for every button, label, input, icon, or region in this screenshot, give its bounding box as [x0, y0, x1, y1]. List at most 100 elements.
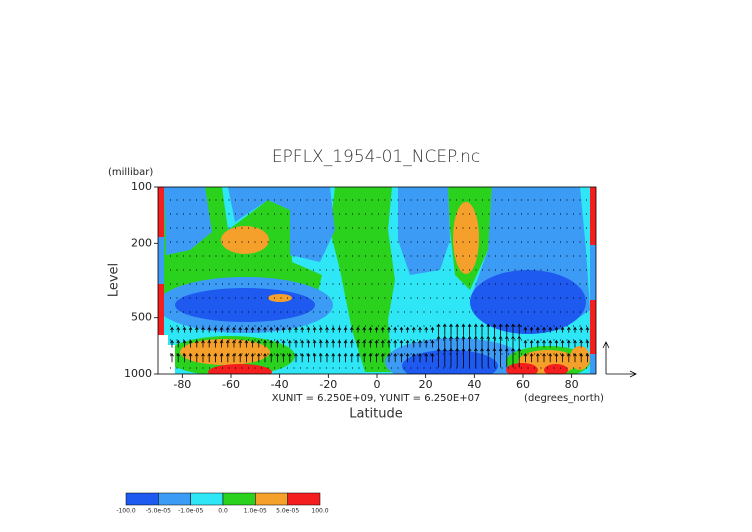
x-tick-label: -40	[271, 378, 289, 391]
vector-arrow	[424, 326, 429, 333]
vector-arrow	[269, 352, 274, 363]
contour-fill	[470, 270, 586, 334]
contour-fill	[398, 187, 450, 275]
vector-arrow	[256, 326, 261, 333]
vector-arrow	[467, 323, 472, 336]
vector-arrow	[517, 347, 522, 368]
vector-arrow	[263, 339, 267, 348]
vector-arrow	[343, 339, 348, 348]
vector-arrow	[188, 326, 193, 333]
colorbar-label: -5.0e-05	[146, 508, 171, 515]
vector-arrow	[300, 352, 305, 363]
vector-arrow	[213, 339, 218, 348]
vector-arrow	[566, 326, 571, 333]
vector-arrow	[411, 326, 416, 333]
vector-arrow	[579, 339, 584, 348]
vector-arrow	[188, 339, 193, 348]
vector-arrow	[269, 339, 274, 348]
vector-arrow	[232, 339, 236, 348]
y-tick-label: 1000	[124, 367, 152, 380]
vector-arrow	[331, 339, 336, 348]
vector-arrow	[194, 352, 199, 363]
y-tick-label: 100	[131, 180, 152, 193]
vector-arrow	[281, 326, 286, 333]
vector-arrow	[275, 352, 280, 363]
vector-arrow	[380, 339, 385, 348]
vector-arrow	[312, 326, 317, 333]
contour-fill	[402, 350, 498, 374]
vector-arrow	[411, 339, 416, 348]
vector-arrow	[566, 352, 571, 363]
vector-arrow	[449, 323, 453, 336]
vector-arrow	[523, 339, 528, 348]
vector-arrow	[176, 352, 181, 363]
vector-arrow	[554, 339, 559, 348]
y-unit: (millibar)	[108, 167, 153, 178]
vector-arrow	[275, 339, 280, 348]
vector-arrow	[201, 339, 205, 348]
vector-arrow	[300, 326, 305, 333]
contour-fill	[158, 187, 164, 374]
vector-arrow	[287, 339, 292, 348]
vector-arrow	[492, 347, 497, 368]
vector-arrow	[362, 352, 367, 363]
vector-arrow	[250, 326, 255, 333]
vector-arrow	[461, 347, 466, 368]
vector-arrow	[411, 352, 416, 363]
vector-arrow	[473, 347, 478, 368]
vector-arrow	[263, 326, 267, 333]
vector-arrow	[393, 339, 398, 348]
x-tick-label: 60	[516, 378, 530, 391]
vector-arrow	[337, 339, 342, 348]
vector-arrow	[430, 352, 435, 363]
vector-arrow	[560, 352, 565, 363]
vector-arrow	[387, 326, 391, 333]
vector-arrow	[306, 339, 311, 348]
vector-arrow	[560, 326, 565, 333]
vector-arrow	[225, 326, 230, 333]
vector-arrow	[473, 323, 478, 336]
vector-arrow	[201, 352, 205, 363]
vector-arrow	[182, 352, 187, 363]
vector-arrow	[535, 352, 540, 363]
vector-arrow	[244, 339, 249, 348]
vector-arrow	[170, 326, 174, 333]
vector-arrow	[548, 339, 553, 348]
colorbar-label: 5.0e-05	[276, 508, 299, 515]
vector-arrow	[374, 339, 379, 348]
vector-arrow	[566, 339, 571, 348]
vector-arrow	[337, 352, 342, 363]
vector-arrow	[194, 326, 199, 333]
vector-arrow	[585, 339, 590, 348]
vector-arrow	[294, 339, 298, 348]
vector-arrow	[535, 339, 540, 348]
vector-arrow	[238, 339, 243, 348]
x-tick-label: 20	[419, 378, 433, 391]
colorbar-swatch	[255, 492, 288, 506]
contour-fill	[164, 187, 212, 255]
contour-fill	[208, 364, 272, 374]
vector-arrow	[504, 347, 509, 368]
vector-arrow	[250, 352, 255, 363]
vector-arrow	[436, 323, 441, 336]
colorbar-swatch	[222, 492, 256, 506]
vector-arrow	[374, 352, 379, 363]
contour-fill	[590, 300, 596, 354]
vector-arrow	[542, 352, 546, 363]
contour-fill	[228, 187, 335, 262]
vector-arrow	[269, 326, 274, 333]
vector-arrow	[225, 352, 230, 363]
vector-arrow	[207, 339, 212, 348]
contour-fill	[453, 202, 479, 274]
vector-arrow	[300, 339, 305, 348]
contour-fill	[570, 346, 590, 370]
x-tick-label: 0	[374, 378, 381, 391]
reference-vector	[602, 341, 637, 378]
vector-arrow	[418, 339, 422, 348]
contour-fill	[158, 284, 164, 340]
vector-arrow	[188, 352, 193, 363]
vector-arrow	[232, 326, 236, 333]
vector-arrow	[455, 347, 460, 368]
vector-arrow	[368, 326, 373, 333]
